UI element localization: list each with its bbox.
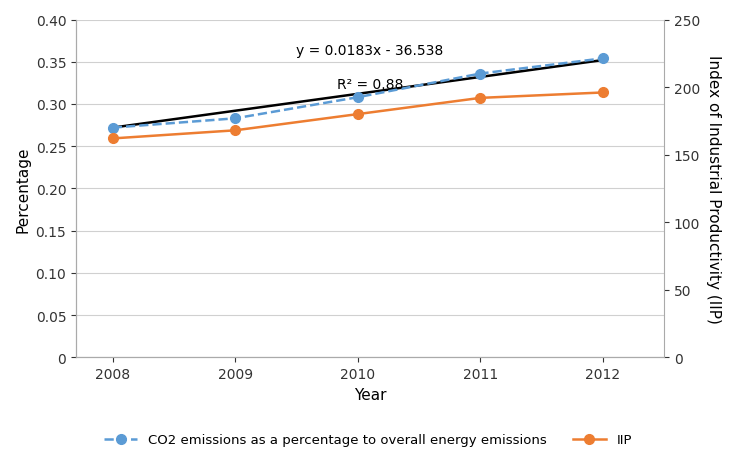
- Y-axis label: Index of Industrial Productivity (IIP): Index of Industrial Productivity (IIP): [706, 55, 721, 323]
- Legend: CO2 emissions as a percentage to overall energy emissions, IIP: CO2 emissions as a percentage to overall…: [99, 428, 637, 452]
- X-axis label: Year: Year: [354, 387, 386, 402]
- Y-axis label: Percentage: Percentage: [15, 146, 30, 232]
- Text: R² = 0.88: R² = 0.88: [337, 78, 403, 92]
- Text: y = 0.0183x - 36.538: y = 0.0183x - 36.538: [297, 44, 444, 58]
